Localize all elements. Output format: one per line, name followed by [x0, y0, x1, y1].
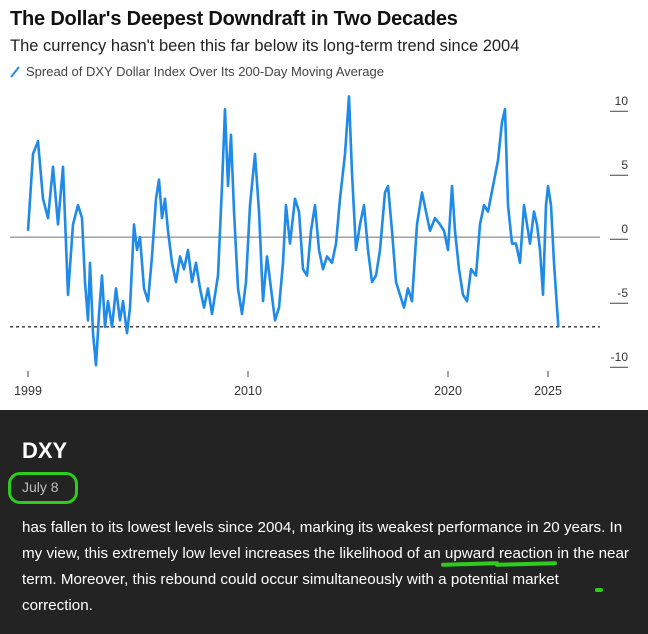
legend-label: Spread of DXY Dollar Index Over Its 200-…	[26, 64, 384, 79]
post-text-segment: has fallen to its lowest levels since 20…	[22, 519, 623, 562]
post-body: has fallen to its lowest levels since 20…	[22, 515, 632, 619]
x-tick-label: 2020	[434, 384, 462, 398]
dxy-spread-line	[26, 95, 560, 367]
y-tick-label: 0	[621, 222, 628, 236]
highlight-upward: upward	[444, 545, 495, 562]
chart-title: The Dollar's Deepest Downdraft in Two De…	[10, 8, 458, 30]
y-tick-label: 5	[621, 158, 628, 172]
date-circle-annotation	[8, 472, 78, 504]
legend-line-icon	[10, 65, 20, 78]
highlight-reaction: reaction	[498, 545, 553, 562]
post-panel: DXY July 8 has fallen to its lowest leve…	[0, 410, 648, 634]
ticker-symbol: DXY	[22, 438, 68, 463]
legend: Spread of DXY Dollar Index Over Its 200-…	[10, 64, 384, 79]
x-tick-label: 2025	[534, 384, 562, 398]
line-chart: 10 5 0 -5 -10 1999 2010 2020 2025	[10, 94, 629, 398]
chart-subtitle: The currency hasn't been this far below …	[10, 37, 520, 55]
y-tick-label: -5	[617, 286, 628, 300]
post-text-segment: in the	[553, 545, 599, 562]
post-date: July 8	[22, 479, 59, 495]
y-tick-label: -10	[611, 350, 629, 364]
y-tick-label: 10	[615, 94, 629, 108]
x-tick-label: 2010	[234, 384, 262, 398]
highlight-near-term: near term	[22, 545, 629, 588]
x-tick-label: 1999	[14, 384, 42, 398]
chart-panel: The Dollar's Deepest Downdraft in Two De…	[0, 0, 648, 410]
post-text-segment: . Moreover, this rebound could occur sim…	[22, 571, 559, 614]
